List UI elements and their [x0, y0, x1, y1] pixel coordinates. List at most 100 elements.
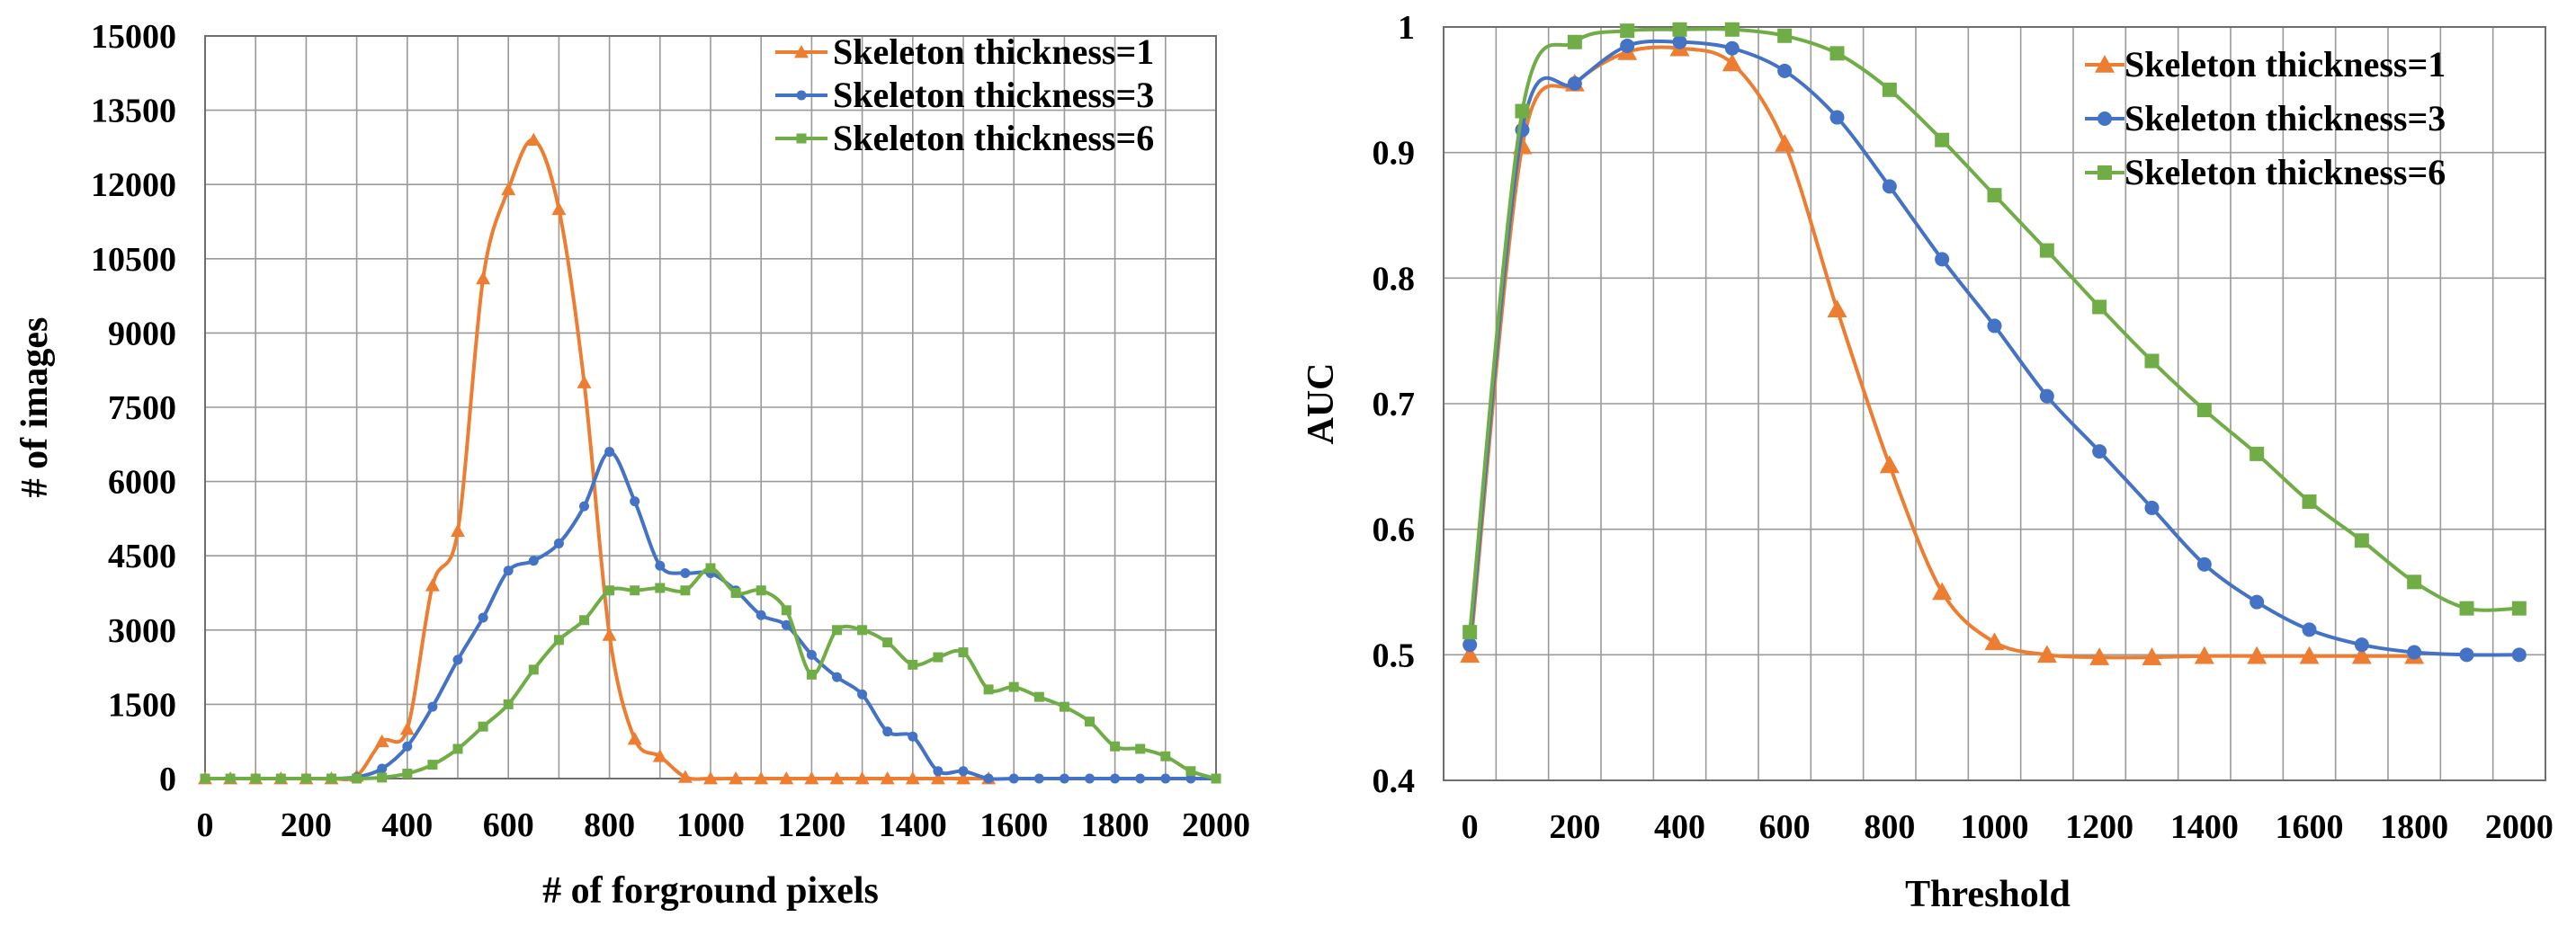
data-point-thickness-6 — [832, 625, 842, 636]
data-point-thickness-6 — [402, 768, 413, 779]
x-tick-label: 2000 — [1182, 806, 1250, 844]
series-thickness-6 — [1462, 22, 2527, 640]
legend-label: Skeleton thickness=3 — [2124, 98, 2446, 138]
legend-item-thickness-1: Skeleton thickness=1 — [775, 31, 1154, 72]
data-point-thickness-3 — [452, 654, 463, 665]
data-point-thickness-3 — [2354, 637, 2369, 653]
data-point-thickness-6 — [1059, 701, 1069, 712]
x-axis-title: # of forground pixels — [542, 870, 879, 912]
legend-label: Skeleton thickness=3 — [833, 75, 1154, 115]
data-point-thickness-6 — [1135, 744, 1146, 754]
data-point-thickness-3 — [1008, 773, 1019, 784]
x-tick-label: 600 — [483, 806, 534, 844]
data-point-thickness-1 — [754, 771, 769, 785]
data-point-thickness-6 — [2407, 574, 2422, 590]
y-tick-label: 12000 — [91, 166, 176, 204]
data-point-thickness-6 — [2302, 494, 2317, 509]
data-point-thickness-3 — [1882, 179, 1897, 194]
data-point-thickness-6 — [756, 585, 766, 596]
data-point-thickness-6 — [452, 744, 463, 754]
data-point-thickness-1 — [577, 375, 592, 388]
data-point-thickness-3 — [427, 701, 438, 712]
data-point-thickness-6 — [857, 625, 868, 636]
data-point-thickness-3 — [377, 763, 388, 774]
series-line-thickness-1 — [1468, 45, 2415, 660]
data-point-thickness-6 — [2092, 299, 2107, 315]
data-point-thickness-3 — [2144, 500, 2160, 515]
data-point-thickness-3 — [1160, 773, 1171, 784]
y-tick-label: 10500 — [91, 241, 176, 279]
x-tick-label: 1800 — [1081, 806, 1149, 844]
x-tick-label: 800 — [1864, 808, 1915, 846]
data-point-thickness-1 — [2351, 646, 2372, 664]
data-point-thickness-1 — [501, 182, 516, 196]
x-tick-label: 1600 — [979, 806, 1048, 844]
data-point-thickness-6 — [933, 652, 944, 663]
data-point-thickness-1 — [930, 771, 945, 785]
data-point-thickness-6 — [2459, 601, 2474, 616]
data-point-thickness-1 — [1460, 645, 1480, 663]
data-point-thickness-3 — [1829, 110, 1845, 125]
data-point-thickness-6 — [908, 659, 918, 670]
data-point-thickness-6 — [983, 684, 994, 695]
data-point-thickness-1 — [2247, 646, 2267, 664]
data-point-thickness-3 — [553, 538, 564, 548]
gridlines — [1443, 26, 2546, 781]
data-point-thickness-3 — [1672, 34, 1687, 49]
y-tick-labels: 0 1500 3000 4500 6000 7500 9000 10500 12000 13500… — [91, 18, 176, 798]
data-point-thickness-3 — [1135, 773, 1146, 784]
data-point-thickness-6 — [1211, 773, 1221, 784]
data-point-thickness-1 — [476, 271, 491, 285]
data-point-thickness-6 — [2511, 601, 2527, 616]
data-point-thickness-6 — [655, 583, 666, 593]
legend-swatch-marker — [794, 45, 809, 58]
series-thickness-1 — [1460, 38, 2425, 665]
data-point-thickness-1 — [854, 771, 870, 785]
x-tick-labels: 0 200 400 600 800 1000 1200 1400 1600 1800 2000 — [1462, 808, 2554, 846]
data-point-thickness-6 — [1033, 691, 1044, 702]
x-axis-title: Threshold — [1905, 874, 2071, 915]
data-point-thickness-6 — [1160, 751, 1171, 761]
data-point-thickness-3 — [1033, 773, 1044, 784]
data-point-thickness-6 — [1462, 625, 1478, 640]
x-tick-label: 400 — [1654, 808, 1705, 846]
data-point-thickness-1 — [451, 523, 465, 538]
data-point-thickness-1 — [2142, 647, 2162, 665]
data-point-thickness-6 — [326, 773, 336, 784]
data-point-thickness-1 — [425, 578, 440, 592]
y-tick-label: 4500 — [108, 538, 176, 575]
data-point-thickness-3 — [1059, 773, 1069, 784]
data-point-thickness-1 — [1775, 133, 1795, 152]
data-point-thickness-3 — [958, 766, 969, 777]
data-point-thickness-1 — [602, 628, 617, 641]
legend-label: Skeleton thickness=1 — [833, 31, 1154, 72]
data-point-thickness-3 — [908, 731, 918, 742]
data-point-thickness-3 — [882, 726, 893, 737]
data-point-thickness-1 — [956, 771, 970, 785]
y-tick-label: 7500 — [108, 389, 176, 427]
data-point-thickness-3 — [2511, 647, 2527, 663]
data-point-thickness-1 — [652, 749, 667, 762]
y-tick-labels: 0.4 0.5 0.6 0.7 0.8 0.9 1 — [1373, 9, 1416, 800]
legend-swatch-marker — [796, 133, 807, 144]
data-point-thickness-3 — [2196, 557, 2212, 572]
data-point-thickness-3 — [1935, 252, 1950, 267]
data-point-thickness-1 — [374, 734, 389, 748]
x-tick-label: 200 — [1549, 808, 1600, 846]
data-point-thickness-3 — [579, 501, 589, 512]
series-thickness-3 — [1462, 34, 2527, 663]
data-point-thickness-3 — [2459, 647, 2474, 663]
data-point-thickness-1 — [729, 771, 744, 785]
data-point-thickness-3 — [630, 496, 640, 507]
series-thickness-1 — [198, 132, 997, 785]
data-point-thickness-1 — [905, 771, 920, 785]
data-point-thickness-1 — [703, 771, 718, 785]
data-point-thickness-3 — [983, 773, 994, 784]
x-tick-label: 1400 — [879, 806, 947, 844]
series-thickness-6 — [200, 563, 1221, 784]
legend-label: Skeleton thickness=6 — [833, 118, 1154, 158]
data-point-thickness-3 — [2039, 388, 2054, 404]
data-point-thickness-3 — [604, 447, 615, 458]
